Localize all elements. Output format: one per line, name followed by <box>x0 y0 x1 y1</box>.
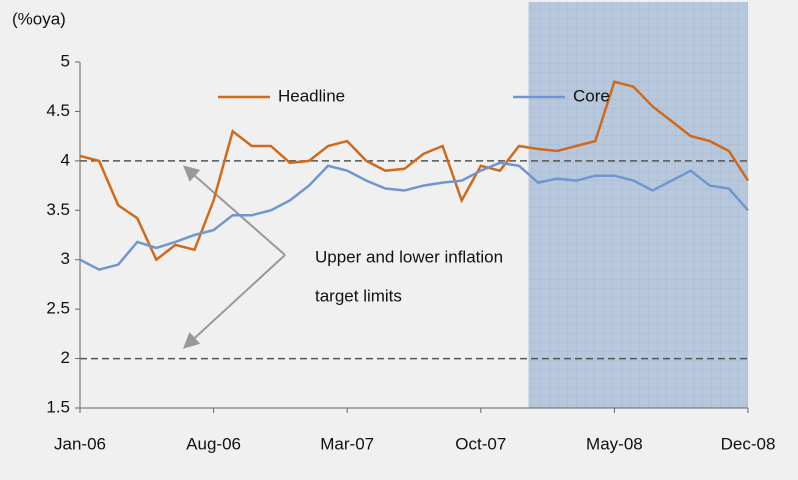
y-tick-label: 3 <box>61 249 70 268</box>
x-tick-label: Aug-06 <box>186 434 241 453</box>
y-tick-label: 2.5 <box>46 299 70 318</box>
y-tick-label: 4.5 <box>46 101 70 120</box>
annotation: Upper and lower inflation <box>315 247 503 266</box>
y-tick-label: 1.5 <box>46 397 70 416</box>
arrow <box>182 165 286 256</box>
y-tick-label: 2 <box>61 348 70 367</box>
shaded-region <box>528 2 748 408</box>
legend-label: Headline <box>278 86 345 105</box>
y-tick-label: 4 <box>61 150 70 169</box>
y-axis-label: (%oya) <box>12 9 66 28</box>
x-tick-label: Dec-08 <box>721 434 776 453</box>
x-tick-label: Jan-06 <box>54 434 106 453</box>
x-tick-label: Oct-07 <box>455 434 506 453</box>
legend-label: Core <box>573 86 610 105</box>
annotation: target limits <box>315 286 402 305</box>
arrow <box>183 254 286 349</box>
x-tick-label: May-08 <box>586 434 643 453</box>
x-tick-label: Mar-07 <box>320 434 374 453</box>
line-series <box>79 80 750 262</box>
y-tick-label: 5 <box>61 51 70 70</box>
line-series <box>79 161 749 271</box>
y-tick-label: 3.5 <box>46 200 70 219</box>
